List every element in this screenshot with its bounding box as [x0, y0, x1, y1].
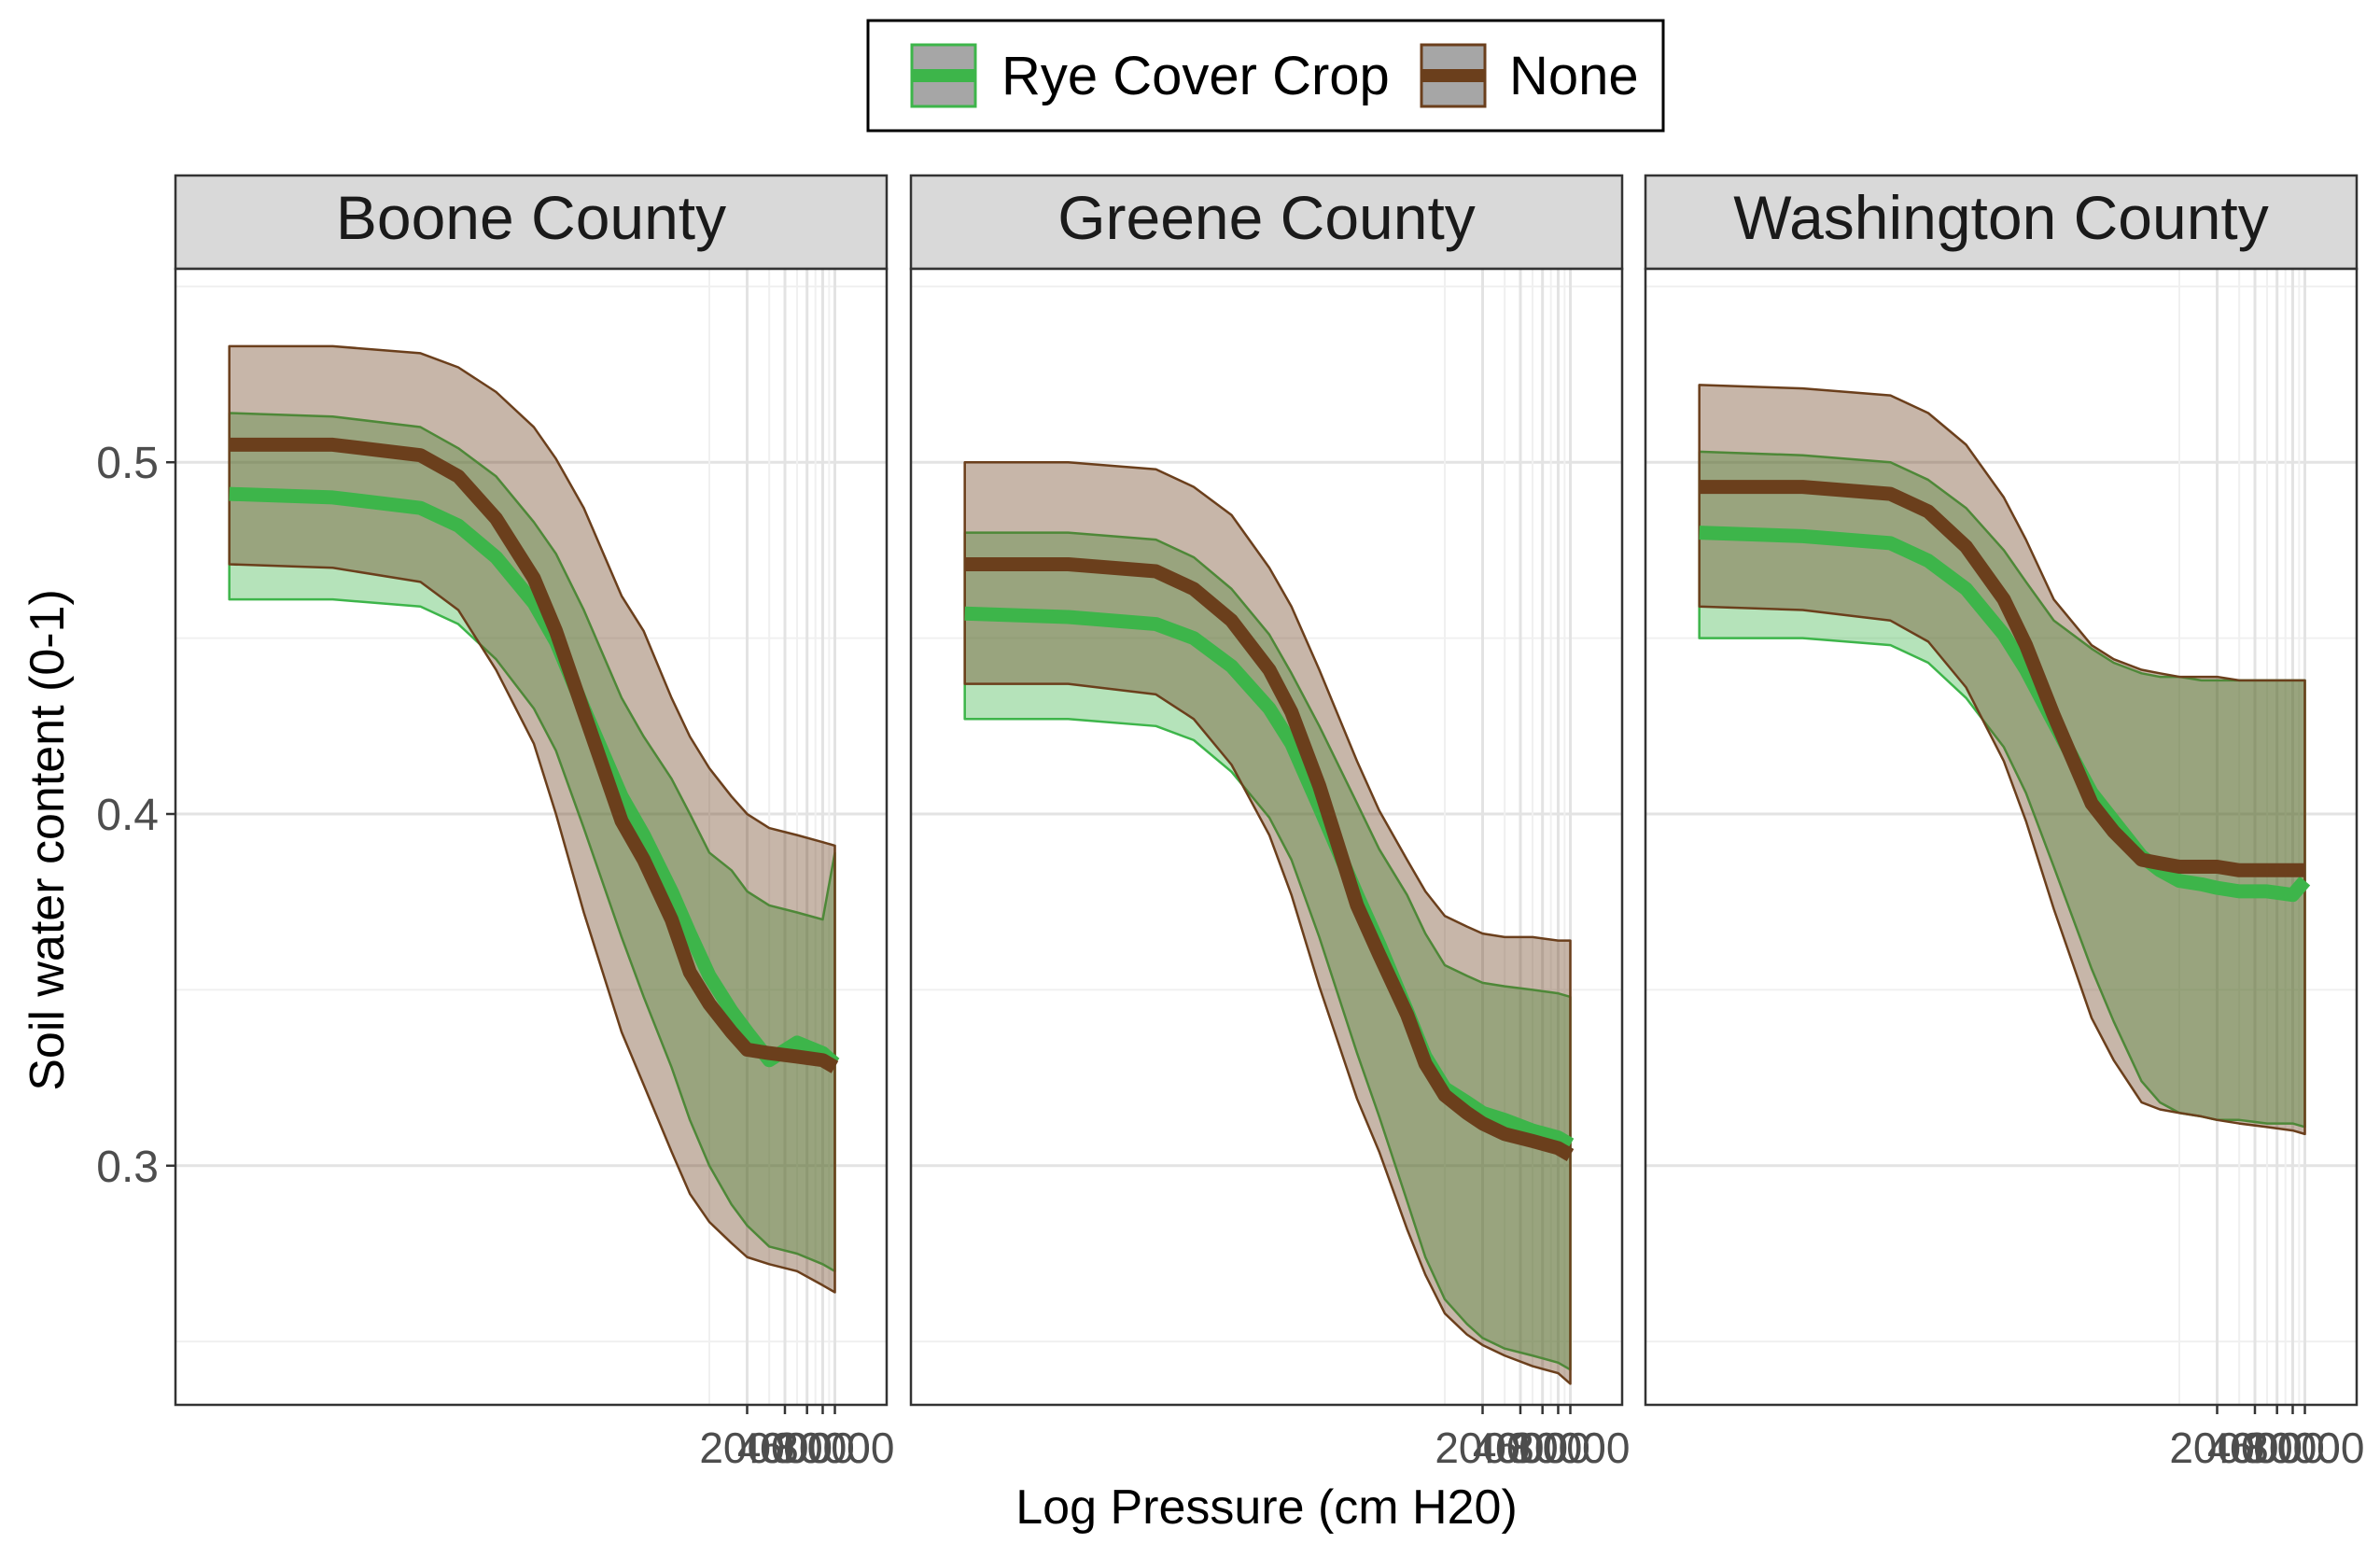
x-tick-label: 4000: [2207, 1424, 2303, 1472]
x-tick-label: 8000: [2245, 1424, 2340, 1472]
x-tick-label: 10000: [776, 1424, 895, 1472]
facet-strip: [909, 174, 1624, 271]
x-tick-label: 2000: [699, 1424, 794, 1472]
x-tick-label: 10000: [2246, 1424, 2365, 1472]
y-axis: 0.3 0.4 0.5: [96, 439, 175, 1192]
x-tick-label: 8000: [1510, 1424, 1605, 1472]
y-axis-label: Soil water content (0-1): [21, 589, 75, 1091]
line-none: [229, 437, 839, 1073]
x-tick-label: 6000: [1494, 1424, 1589, 1472]
ribbon-none: [1698, 384, 2306, 1136]
facet-strip: [1644, 174, 2359, 271]
line-none: [1699, 480, 2305, 877]
ribbon-none: [228, 344, 836, 1294]
x-tick-label: 2000: [1435, 1424, 1530, 1472]
y-tick-label: 0.3: [96, 1143, 159, 1192]
plot-background: [911, 269, 1622, 1405]
legend-item-none: None: [1420, 43, 1639, 108]
y-tick-label: 0.4: [96, 791, 159, 840]
x-tick-label: 4000: [737, 1424, 833, 1472]
x-tick-label: 2000: [2169, 1424, 2264, 1472]
facet-strip: [174, 174, 889, 271]
y-tick-label: 0.5: [96, 439, 159, 488]
legend-item-rye-cover-crop: Rye Cover Crop: [910, 43, 1390, 108]
plot-background: [175, 269, 887, 1405]
legend: Rye Cover Crop None: [866, 19, 1665, 133]
legend-box: [866, 19, 1665, 133]
x-tick-label: 6000: [759, 1424, 854, 1472]
x-axis-label: Log Pressure (cm H20): [1015, 1480, 1518, 1535]
facet-title: Boone County: [336, 183, 726, 252]
x-tick-label: 6000: [2229, 1424, 2324, 1472]
legend-label: None: [1509, 46, 1639, 106]
x-tick-label: 8000: [775, 1424, 870, 1472]
x-tick-label: 4000: [1473, 1424, 1568, 1472]
facet-panels: Boone County200040006000800010000Greene …: [174, 174, 2365, 1472]
facet-title: Greene County: [1057, 183, 1476, 252]
legend-label: Rye Cover Crop: [1001, 46, 1390, 106]
plot-background: [1645, 269, 2357, 1405]
panel-border: [174, 267, 889, 1407]
line-none: [964, 556, 1575, 1161]
x-tick-label: 10000: [1511, 1424, 1631, 1472]
ribbon-none: [963, 460, 1572, 1385]
panel-border: [1644, 267, 2359, 1407]
facet-title: Washington County: [1733, 183, 2269, 252]
panel-border: [909, 267, 1624, 1407]
